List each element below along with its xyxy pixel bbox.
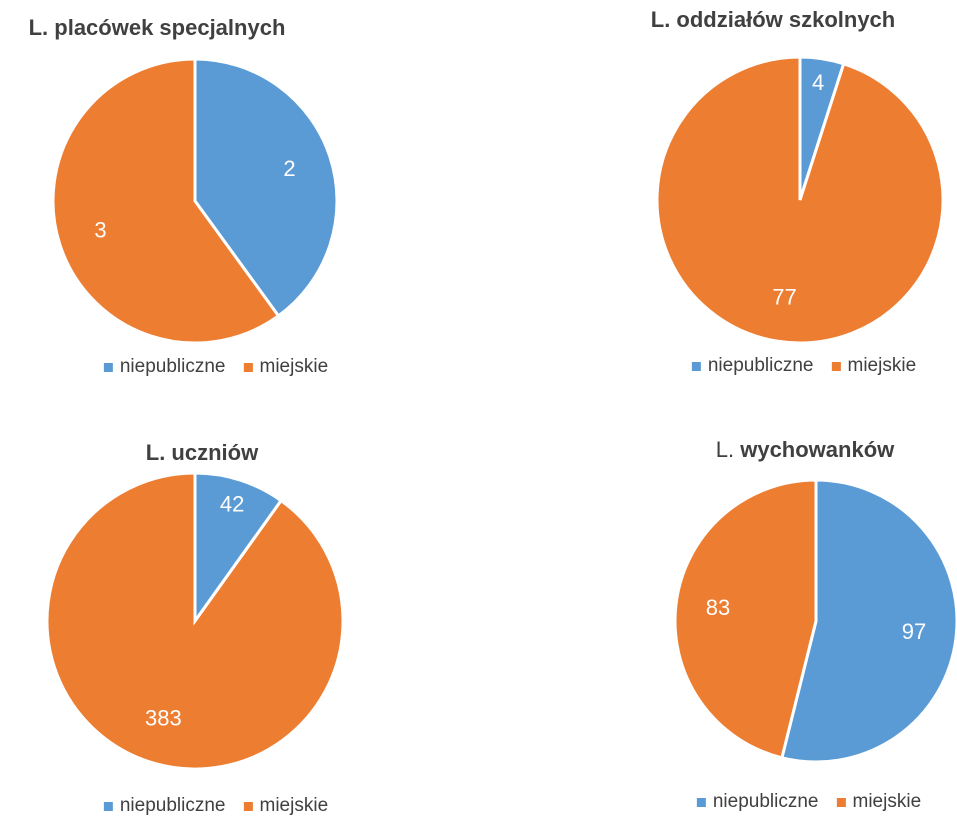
legend-swatch-niepubliczne (691, 361, 701, 371)
data-label-niepubliczne: 2 (283, 156, 295, 181)
legend-label: niepubliczne (119, 356, 226, 377)
legend-item-miejskie: miejskie (243, 795, 329, 817)
data-label-miejskie: 383 (145, 705, 182, 730)
legend-label: niepubliczne (712, 791, 819, 812)
data-label-miejskie: 77 (772, 285, 796, 310)
legend-item-niepubliczne: niepubliczne (103, 356, 226, 378)
legend-item-niepubliczne: niepubliczne (103, 795, 226, 817)
data-label-niepubliczne: 42 (220, 491, 244, 516)
chart-title-uczniowie: L. uczniów (146, 440, 258, 466)
legend-label: miejskie (259, 356, 329, 377)
pie-slice-niepubliczne (193, 471, 284, 626)
pie-slice-miejskie (45, 471, 345, 771)
chart-title-text: L. placówek specjalnych (28, 15, 286, 40)
legend-label: miejskie (847, 355, 917, 376)
legend-swatch-niepubliczne (103, 362, 113, 372)
pie-slice-miejskie (655, 55, 945, 345)
legend-swatch-miejskie (836, 797, 846, 807)
chart-title-prefix: L. (715, 437, 735, 462)
pie-slice-niepubliczne (193, 57, 339, 318)
legend-item-niepubliczne: niepubliczne (696, 791, 819, 813)
legend-swatch-miejskie (831, 361, 841, 371)
data-label-niepubliczne: 4 (812, 70, 824, 95)
legend-swatch-miejskie (243, 362, 253, 372)
chart-title-wychowankowie: L. wychowanków (716, 437, 895, 463)
pie-slice-niepubliczne (780, 478, 957, 764)
legend-swatch-niepubliczne (103, 801, 113, 811)
legend-wychowankowie: niepubliczne miejskie (696, 791, 922, 813)
pie-slice-miejskie (51, 57, 281, 345)
data-label-niepubliczne: 97 (902, 619, 926, 644)
legend-uczniowie: niepubliczne miejskie (103, 795, 329, 817)
legend-item-miejskie: miejskie (831, 355, 917, 377)
legend-item-niepubliczne: niepubliczne (691, 355, 814, 377)
chart-title-text: L. oddziałów szkolnych (650, 7, 896, 32)
pie-slice-miejskie (673, 478, 818, 760)
legend-label: miejskie (259, 795, 329, 816)
data-label-miejskie: 3 (94, 218, 106, 243)
data-label-miejskie: 83 (706, 595, 730, 620)
legend-label: niepubliczne (119, 795, 226, 816)
chart-title-oddzialy: L. oddziałów szkolnych (651, 7, 895, 33)
legend-swatch-niepubliczne (696, 797, 706, 807)
chart-title-text: wychowanków (740, 437, 895, 462)
legend-oddzialy: niepubliczne miejskie (691, 355, 917, 377)
legend-label: niepubliczne (707, 355, 814, 376)
legend-placowki: niepubliczne miejskie (103, 356, 329, 378)
legend-item-miejskie: miejskie (836, 791, 922, 813)
legend-item-miejskie: miejskie (243, 356, 329, 378)
chart-title-placowki: L. placówek specjalnych (29, 15, 286, 41)
chart-title-text: L. uczniów (145, 440, 259, 465)
legend-label: miejskie (852, 791, 922, 812)
legend-swatch-miejskie (243, 801, 253, 811)
